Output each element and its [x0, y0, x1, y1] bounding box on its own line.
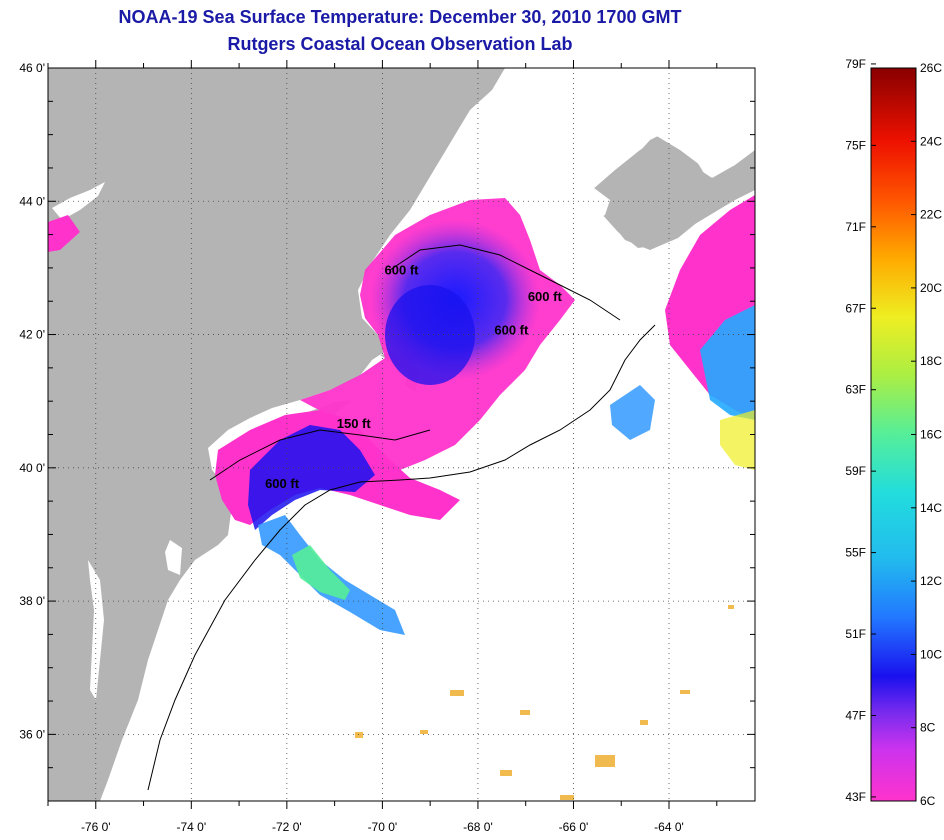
- nova-scotia: [592, 135, 755, 248]
- lat-tick-label: 36 0': [19, 727, 45, 741]
- sst-green-filament: [292, 545, 350, 600]
- celsius-label: 10C: [920, 647, 942, 661]
- contour-label: 600 ft: [494, 323, 529, 338]
- celsius-label: 20C: [920, 281, 942, 295]
- celsius-label: 8C: [920, 721, 936, 735]
- map-title: NOAA-19 Sea Surface Temperature: Decembe…: [118, 7, 682, 27]
- land-layer: [48, 68, 755, 801]
- lat-tick-label: 40 0': [19, 461, 45, 475]
- sst-georges-east: [610, 385, 655, 440]
- latitude-labels: 46 0' 44 0' 42 0' 40 0' 38 0' 36 0': [19, 61, 45, 741]
- lat-tick-label: 42 0': [19, 328, 45, 342]
- gulf-of-st-lawrence: [540, 68, 710, 180]
- celsius-label: 16C: [920, 428, 942, 442]
- fahrenheit-label: 67F: [845, 301, 866, 315]
- contour-labels: 600 ft 600 ft 600 ft 150 ft 600 ft: [265, 263, 562, 491]
- lat-tick-label: 38 0': [19, 594, 45, 608]
- lon-tick-label: -70 0': [368, 820, 398, 834]
- contour-600ft: [147, 324, 656, 791]
- lat-tick-label: 46 0': [19, 61, 45, 75]
- contour-label: 600 ft: [528, 289, 563, 304]
- lon-tick-label: -74 0': [176, 820, 206, 834]
- sst-scattered-warm-pixels: [355, 605, 734, 800]
- sst-nw-patch: [48, 215, 80, 252]
- celsius-label: 26C: [920, 61, 942, 75]
- contour-label: 600 ft: [265, 476, 300, 491]
- lon-tick-label: -66 0': [559, 820, 589, 834]
- chesapeake-bay: [88, 560, 104, 700]
- lat-tick-label: 44 0': [19, 194, 45, 208]
- celsius-label: 18C: [920, 354, 942, 368]
- longitude-labels: -76 0' -74 0' -72 0' -70 0' -68 0' -66 0' -64 …: [81, 820, 684, 834]
- bathymetry-contours: [147, 244, 656, 791]
- fahrenheit-label: 55F: [845, 546, 866, 560]
- lon-tick-label: -72 0': [272, 820, 302, 834]
- contour-label: 150 ft: [337, 416, 372, 431]
- map-ticks: [47, 60, 755, 809]
- color-scale: 79F 75F 71F 67F 63F 59F 55F 51F 47F 43F 26C 24C 22C…: [845, 57, 942, 808]
- fahrenheit-label: 71F: [845, 220, 866, 234]
- celsius-label: 14C: [920, 501, 942, 515]
- color-scale-bar: [871, 68, 916, 801]
- celsius-label: 22C: [920, 208, 942, 222]
- fahrenheit-label: 51F: [845, 627, 866, 641]
- sst-cold-core-2: [385, 285, 475, 385]
- fahrenheit-label: 59F: [845, 464, 866, 478]
- contour-label: 600 ft: [385, 263, 420, 278]
- fahrenheit-label: 75F: [845, 138, 866, 152]
- celsius-labels: 26C 24C 22C 20C 18C 16C 14C 12C 10C 8C 6C: [911, 61, 942, 808]
- delaware-bay: [165, 540, 182, 575]
- celsius-label: 24C: [920, 134, 942, 148]
- map-area: [48, 68, 755, 801]
- lon-tick-label: -64 0': [654, 820, 684, 834]
- fahrenheit-label: 79F: [845, 57, 866, 71]
- gridlines: [48, 68, 755, 801]
- map-subtitle: Rutgers Coastal Ocean Observation Lab: [227, 34, 573, 54]
- fahrenheit-label: 63F: [845, 383, 866, 397]
- fahrenheit-label: 43F: [845, 790, 866, 804]
- fahrenheit-labels: 79F 75F 71F 67F 63F 59F 55F 51F 47F 43F: [845, 57, 876, 804]
- fahrenheit-label: 47F: [845, 708, 866, 722]
- celsius-label: 12C: [920, 574, 942, 588]
- contour-150ft: [209, 429, 431, 481]
- sst-layer: [48, 195, 755, 800]
- contour-gulf-of-maine: [389, 244, 621, 321]
- celsius-label: 6C: [920, 794, 936, 808]
- sst-scotian-blue: [700, 305, 755, 420]
- sst-gulfstream-edge: [720, 410, 755, 470]
- sst-shelf-blue: [248, 425, 375, 530]
- lon-tick-label: -76 0': [81, 820, 111, 834]
- bay-of-fundy: [560, 185, 610, 225]
- us-mainland: [48, 68, 505, 801]
- lon-tick-label: -68 0': [463, 820, 493, 834]
